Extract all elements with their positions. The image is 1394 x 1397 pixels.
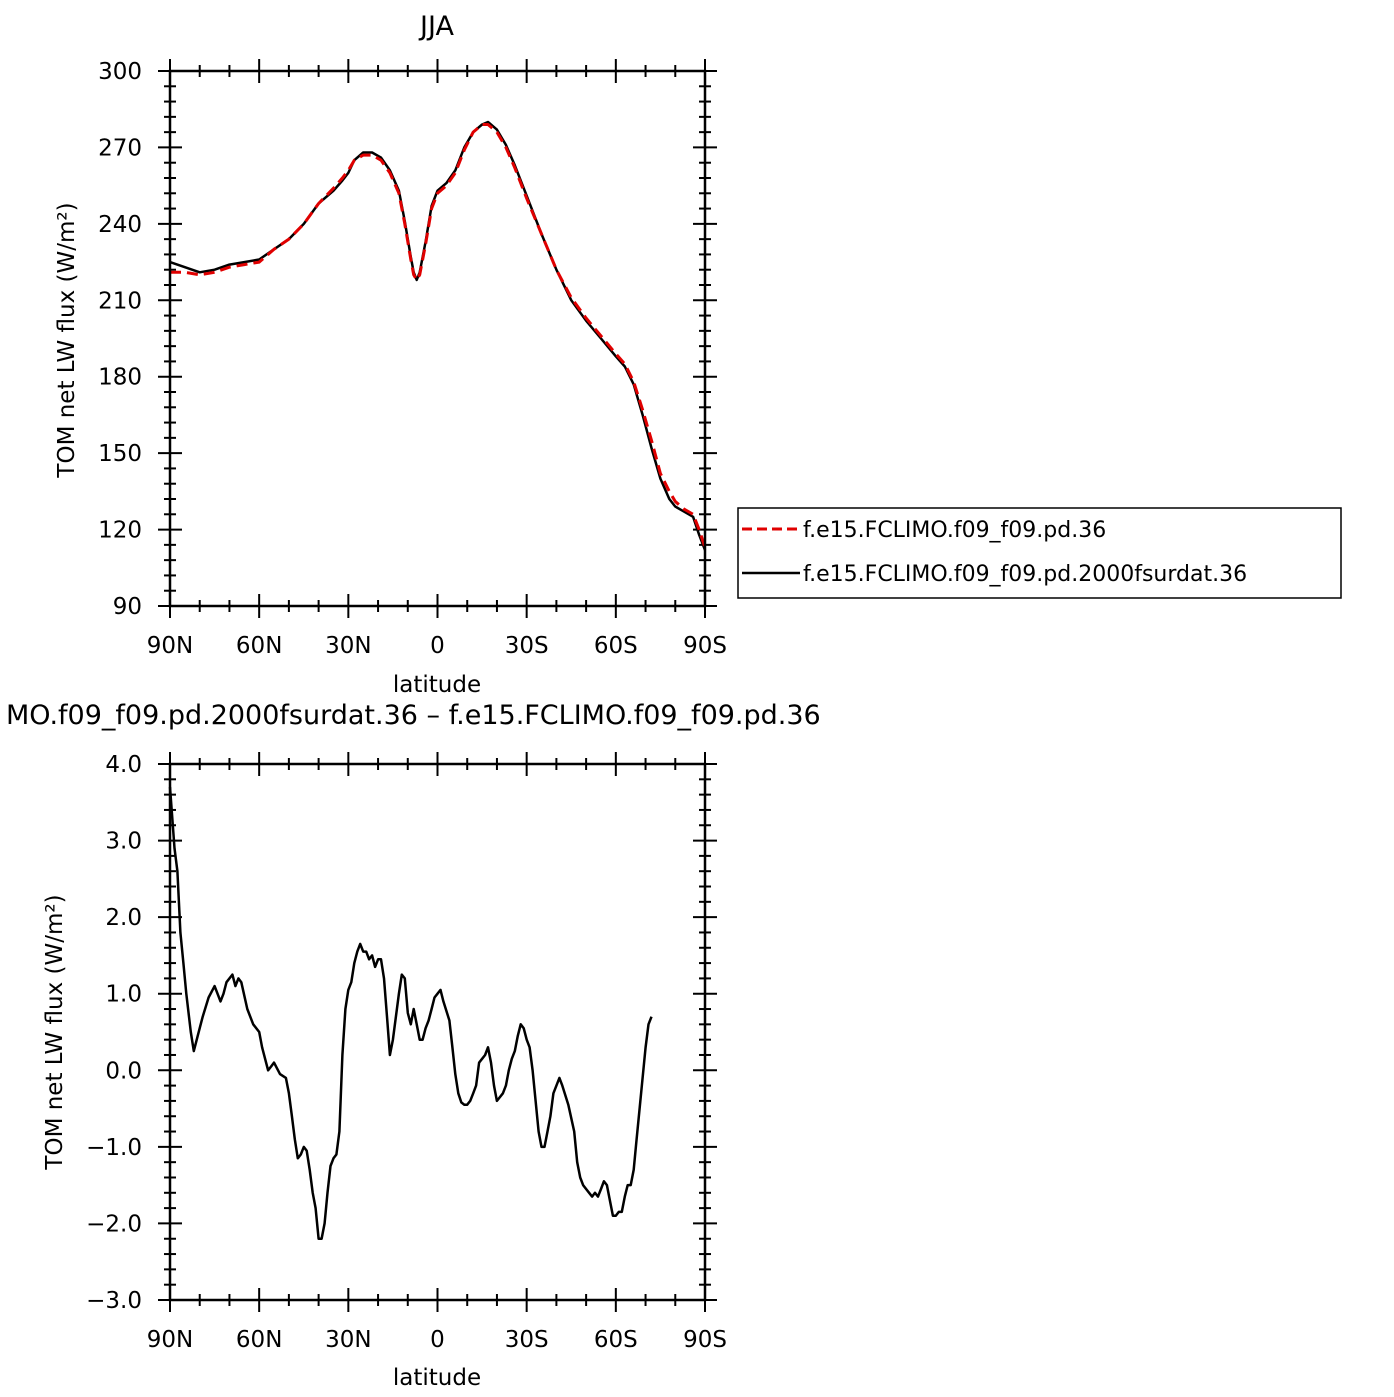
top-axis-ticks [158,59,717,618]
x-tick-label: 90N [147,1327,193,1353]
bottom-plot-frame [168,762,707,1302]
x-tick-label: 30N [325,1327,371,1353]
top-line-chart: JJA 90 120 150 180 210 240 270 300 90N 60N 30N 0 30… [54,11,727,698]
x-tick-label: 90S [683,1327,727,1353]
top-x-tick-labels: 90N 60N 30N 0 30S 60S 90S [147,633,727,659]
y-tick-label: 270 [98,135,142,161]
y-tick-label: 210 [98,288,142,314]
series-line-solid-black-1 [169,120,707,551]
top-series-lines [169,120,707,551]
y-tick-label: 300 [98,59,142,85]
y-tick-label: −1.0 [86,1135,142,1161]
bottom-series-lines [168,786,653,1240]
top-chart-title: JJA [418,11,454,42]
y-tick-label: −3.0 [86,1288,142,1314]
x-tick-label: 60S [594,1327,638,1353]
legend-box [737,507,1342,599]
legend-label-series-2: f.e15.FCLIMO.f09_f09.pd.2000fsurdat.36 [803,562,1247,587]
y-tick-label: 0.0 [105,1058,142,1084]
top-x-axis-title: latitude [393,672,481,698]
y-tick-label: 3.0 [105,829,142,855]
x-tick-label: 30N [325,633,371,659]
y-tick-label: 120 [98,518,142,544]
series-line-dashed-red-0 [170,123,707,548]
bottom-x-axis-title: latitude [393,1365,481,1391]
legend: f.e15.FCLIMO.f09_f09.pd.36 f.e15.FCLIMO.… [737,507,1342,599]
bottom-x-tick-labels: 90N 60N 30N 0 30S 60S 90S [147,1327,727,1353]
bottom-line-chart: MO.f09_f09.pd.2000fsurdat.36 – f.e15.FCL… [6,700,821,1391]
y-tick-label: 180 [98,365,142,391]
y-tick-label: 1.0 [105,982,142,1008]
legend-label-series-1: f.e15.FCLIMO.f09_f09.pd.36 [803,518,1106,543]
top-y-tick-labels: 90 120 150 180 210 240 270 300 [98,59,142,620]
series-line-solid-black-0 [168,786,653,1240]
x-tick-label: 90N [147,633,193,659]
x-tick-label: 0 [430,1327,445,1353]
x-tick-label: 60N [236,633,282,659]
y-tick-label: 4.0 [105,752,142,778]
y-tick-label: 240 [98,212,142,238]
x-tick-label: 90S [683,633,727,659]
bottom-axis-ticks [158,752,717,1312]
x-tick-label: 60N [236,1327,282,1353]
bottom-y-axis-title: TOM net LW flux (W/m²) [42,894,68,1170]
y-tick-label: 150 [98,441,142,467]
bottom-chart-title: MO.f09_f09.pd.2000fsurdat.36 – f.e15.FCL… [6,700,821,731]
x-tick-label: 60S [594,633,638,659]
x-tick-label: 0 [430,633,445,659]
y-tick-label: −2.0 [86,1211,142,1237]
y-tick-label: 2.0 [105,905,142,931]
top-plot-frame [168,69,707,608]
x-tick-label: 30S [505,633,549,659]
x-tick-label: 30S [505,1327,549,1353]
top-y-axis-title: TOM net LW flux (W/m²) [54,202,80,478]
y-tick-label: 90 [113,594,142,620]
bottom-y-tick-labels: −3.0 −2.0 −1.0 0.0 1.0 2.0 3.0 4.0 [86,752,142,1314]
